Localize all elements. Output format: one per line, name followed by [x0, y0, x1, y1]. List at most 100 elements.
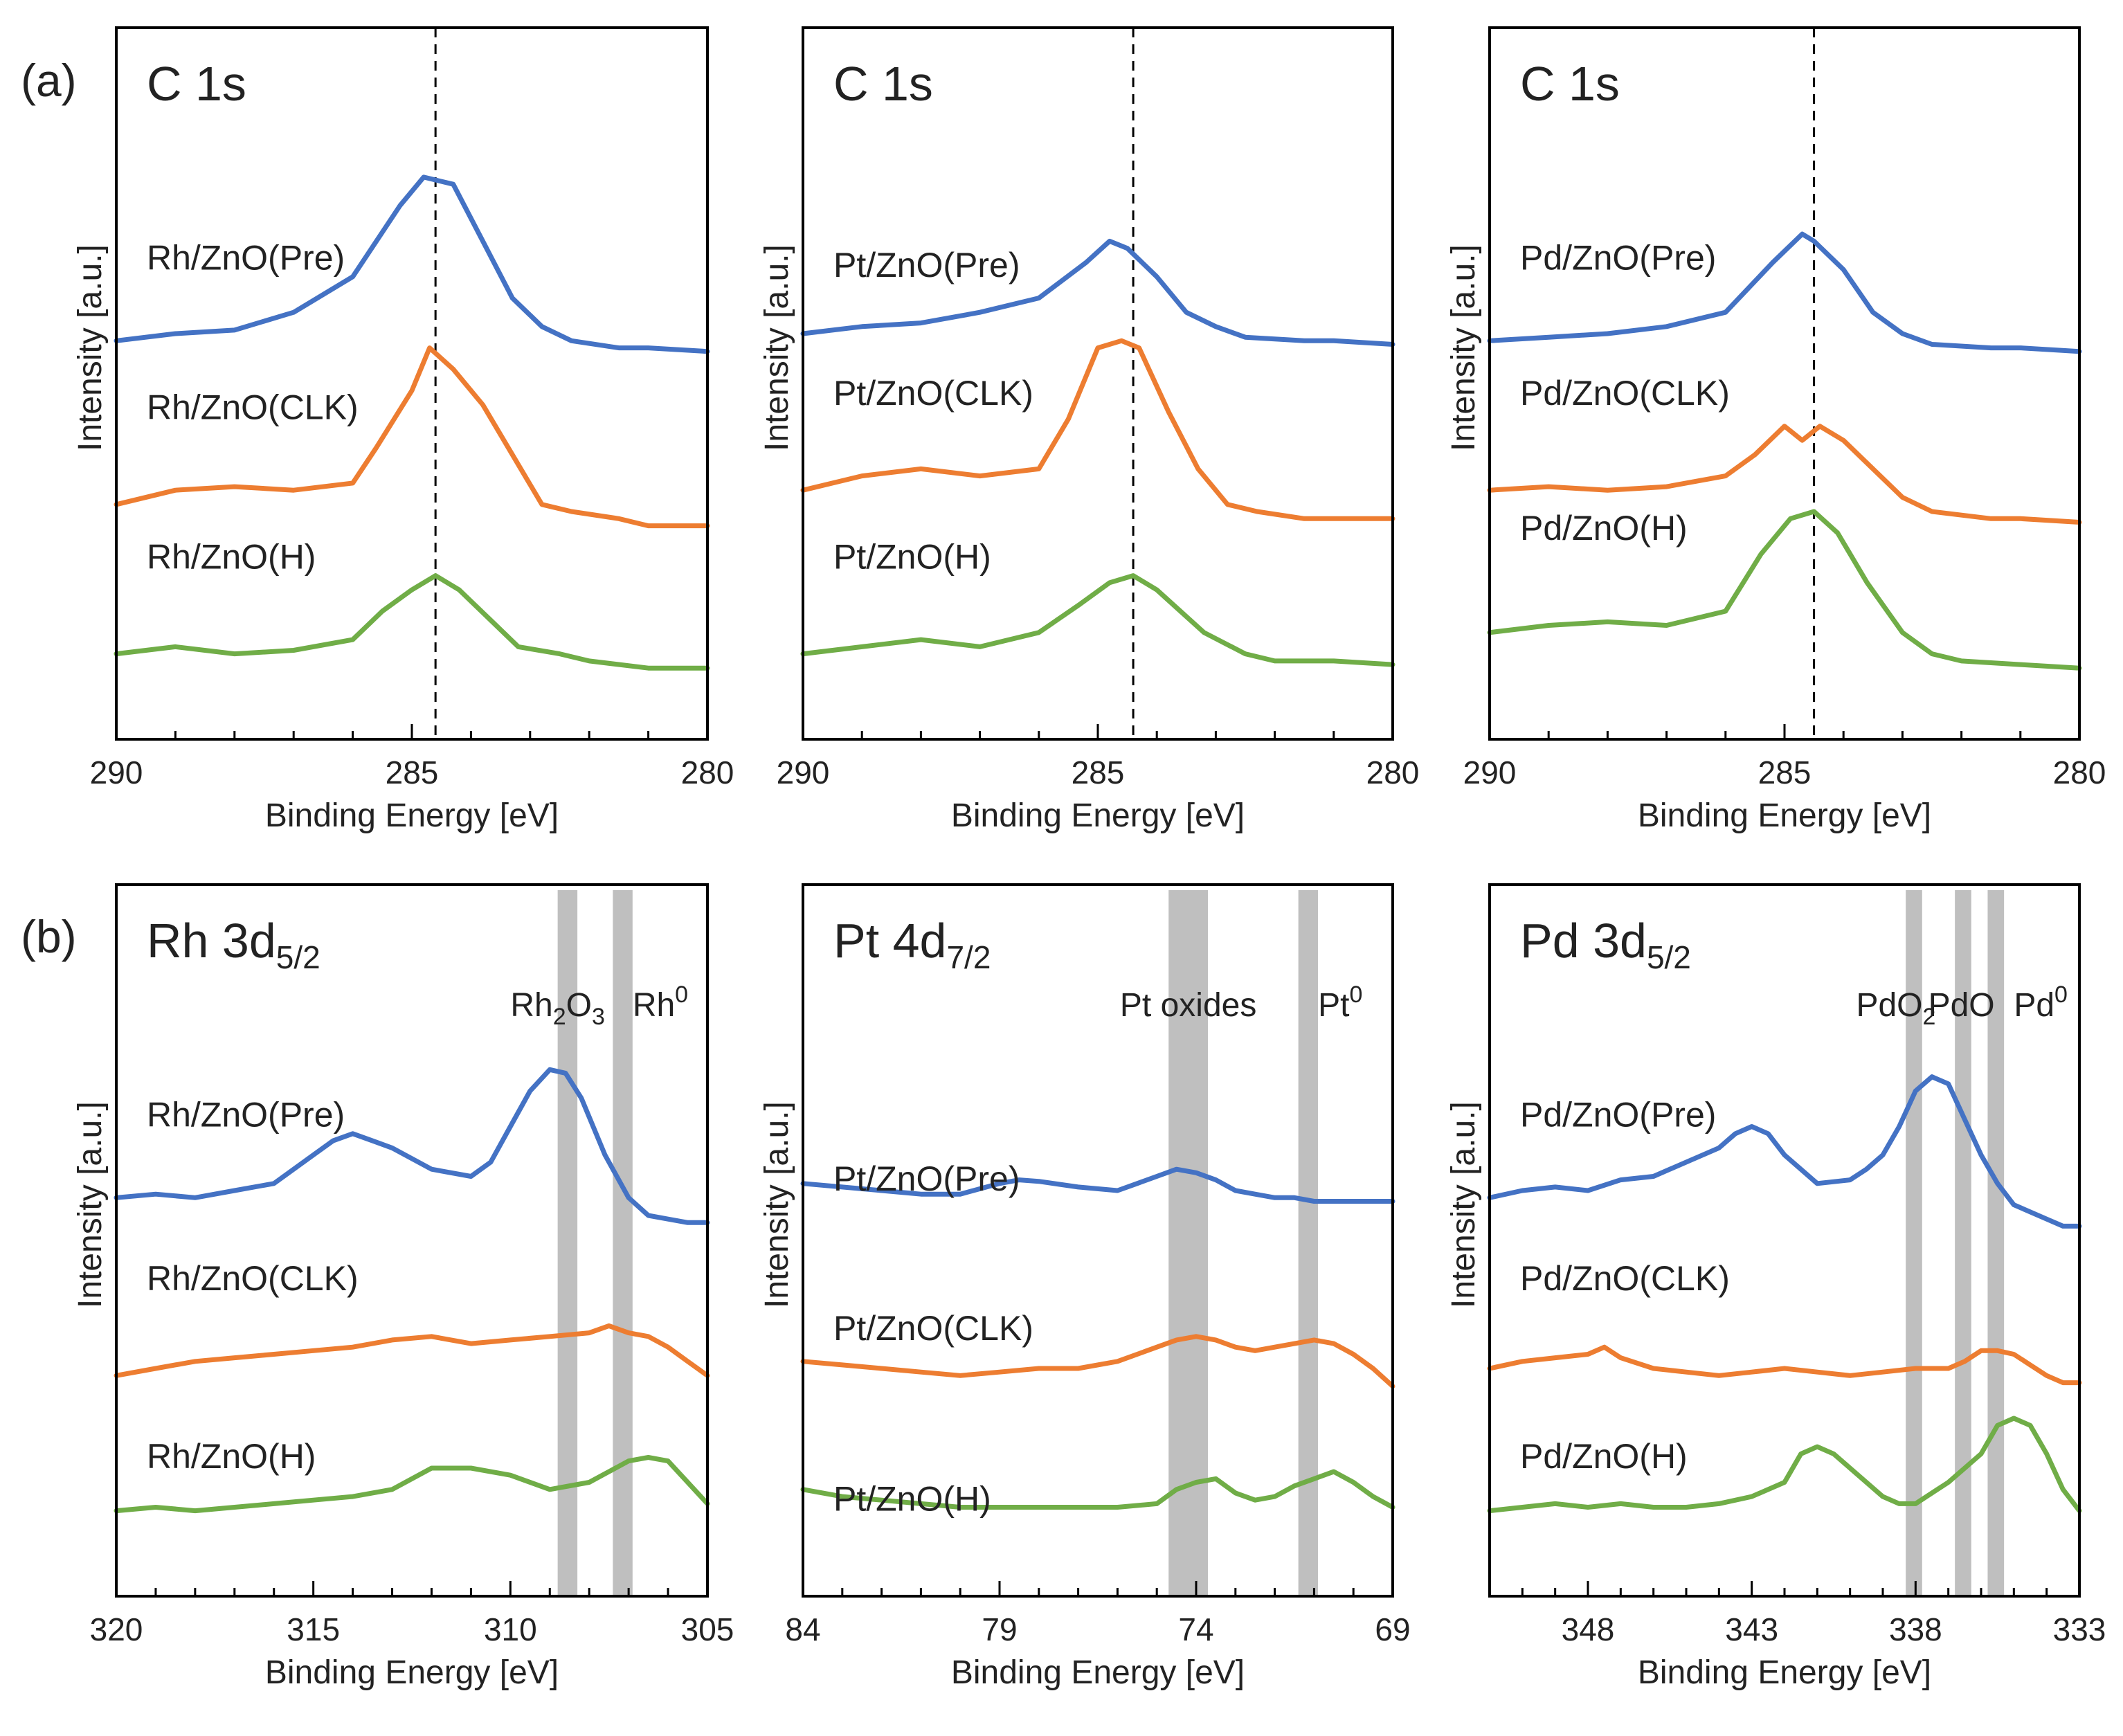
- series-line-pre: [1487, 1074, 2082, 1229]
- y-axis-label: Intensity [a.u.]: [72, 1101, 109, 1308]
- series-line-clk: [1487, 1344, 2082, 1386]
- x-tick-label: 285: [386, 754, 439, 790]
- x-tick-label: 333: [2053, 1611, 2106, 1647]
- panel-1: Rh/ZnO(Pre) Rh/ZnO(CLK) Rh/ZnO(H) 290 285 280…: [72, 26, 734, 834]
- panel-2: Pt/ZnO(Pre) Pt/ZnO(CLK) Pt/ZnO(H) 290 285 280…: [759, 26, 1420, 834]
- series-line-pre: [114, 1067, 710, 1225]
- x-axis-label: Binding Energy [eV]: [951, 797, 1245, 834]
- panel-title: C 1s: [833, 57, 933, 111]
- x-axis-label: Binding Energy [eV]: [265, 1654, 559, 1691]
- series-label-clk: Pt/ZnO(CLK): [833, 374, 1033, 413]
- x-tick-label: 310: [484, 1611, 537, 1647]
- plot-frame: [115, 26, 709, 741]
- series-label-pre: Rh/ZnO(Pre): [147, 239, 345, 278]
- x-tick-label: 285: [1758, 754, 1812, 790]
- x-axis-label: Binding Energy [eV]: [1638, 797, 1931, 834]
- series-label-h: Rh/ZnO(H): [147, 1437, 316, 1476]
- band-2: [1298, 890, 1319, 1596]
- x-tick-label: 290: [90, 754, 143, 790]
- y-axis-label: Intensity [a.u.]: [1445, 1101, 1482, 1308]
- series-line-h: [800, 573, 1395, 667]
- x-tick-label: 280: [1366, 754, 1420, 790]
- panel-4: Rh/ZnO(Pre) Rh/ZnO(CLK) Rh/ZnO(H) 320 315 310…: [72, 883, 734, 1691]
- series-line-clk: [114, 345, 710, 529]
- x-tick-label: 84: [785, 1611, 820, 1647]
- x-tick-label: 74: [1178, 1611, 1213, 1647]
- series-label-pre: Pd/ZnO(Pre): [1520, 239, 1716, 278]
- series-label-pre: Pt/ZnO(Pre): [833, 246, 1020, 284]
- series-label-pre: Rh/ZnO(Pre): [147, 1096, 345, 1134]
- panel-title: Pd 3d5/2: [1520, 914, 1691, 975]
- x-tick-label: 79: [982, 1611, 1017, 1647]
- plot-frame: [115, 883, 709, 1598]
- series-label-clk: Pd/ZnO(CLK): [1520, 374, 1730, 413]
- series-label-h: Rh/ZnO(H): [147, 537, 316, 576]
- panel-5: Pt/ZnO(Pre) Pt/ZnO(CLK) Pt/ZnO(H) 84 79 74 69 B…: [759, 883, 1411, 1691]
- x-tick-label: 285: [1072, 754, 1125, 790]
- band-3: [1987, 890, 2005, 1596]
- band-2: [1955, 890, 1971, 1596]
- panel-3: Pd/ZnO(Pre) Pd/ZnO(CLK) Pd/ZnO(H) 290 285 280…: [1445, 26, 2106, 834]
- band-label: PdO: [1928, 987, 1995, 1024]
- series-label-pre: Pt/ZnO(Pre): [833, 1159, 1020, 1198]
- x-tick-label: 320: [90, 1611, 143, 1647]
- series-line-h: [114, 1455, 710, 1514]
- x-tick-label: 348: [1562, 1611, 1615, 1647]
- band-label: Pt oxides: [1120, 987, 1256, 1024]
- series-line-pre: [800, 238, 1395, 347]
- series-line-h: [1487, 1416, 2082, 1514]
- band-1: [557, 890, 578, 1596]
- panel-6: Pd/ZnO(Pre) Pd/ZnO(CLK) Pd/ZnO(H) 348 343 338…: [1445, 883, 2106, 1691]
- band-label: Rh0: [633, 982, 688, 1024]
- series-line-h: [800, 1469, 1395, 1510]
- series-line-pre: [1487, 231, 2082, 354]
- x-tick-label: 343: [1725, 1611, 1778, 1647]
- series-label-clk: Rh/ZnO(CLK): [147, 388, 359, 426]
- series-label-h: Pt/ZnO(H): [833, 537, 991, 576]
- series-label-clk: Rh/ZnO(CLK): [147, 1259, 359, 1298]
- series-line-pre: [800, 1166, 1395, 1204]
- row-label-a: (a): [21, 55, 77, 106]
- band-label: Pt0: [1318, 982, 1362, 1024]
- x-tick-label: 69: [1375, 1611, 1410, 1647]
- band-1: [1906, 890, 1922, 1596]
- x-tick-label: 290: [1463, 754, 1517, 790]
- y-axis-label: Intensity [a.u.]: [759, 1101, 795, 1308]
- series-line-clk: [800, 338, 1395, 521]
- panel-title: C 1s: [147, 57, 246, 111]
- series-label-h: Pd/ZnO(H): [1520, 1437, 1688, 1476]
- band-label: Pd0: [2014, 982, 2068, 1024]
- x-tick-label: 280: [2053, 754, 2106, 790]
- series-line-h: [1487, 509, 2082, 671]
- series-label-clk: Pt/ZnO(CLK): [833, 1309, 1033, 1348]
- band-2: [613, 890, 633, 1596]
- x-axis-label: Binding Energy [eV]: [951, 1654, 1245, 1691]
- band-label: Rh2O3: [510, 987, 605, 1030]
- series-label-h: Pt/ZnO(H): [833, 1480, 991, 1519]
- band-label: PdO2: [1856, 987, 1935, 1030]
- series-label-clk: Pd/ZnO(CLK): [1520, 1259, 1730, 1298]
- series-line-clk: [800, 1334, 1395, 1389]
- series-label-h: Pd/ZnO(H): [1520, 509, 1688, 548]
- row-label-b: (b): [21, 911, 77, 962]
- y-axis-label: Intensity [a.u.]: [72, 244, 109, 451]
- panel-title: Rh 3d5/2: [147, 914, 320, 975]
- x-tick-label: 305: [681, 1611, 734, 1647]
- panel-title: C 1s: [1520, 57, 1620, 111]
- x-tick-label: 338: [1889, 1611, 1942, 1647]
- x-tick-label: 290: [777, 754, 830, 790]
- series-line-h: [114, 573, 710, 671]
- y-axis-label: Intensity [a.u.]: [1445, 244, 1482, 451]
- series-line-clk: [1487, 424, 2082, 525]
- x-tick-label: 280: [681, 754, 734, 790]
- panel-title: Pt 4d7/2: [833, 914, 991, 975]
- y-axis-label: Intensity [a.u.]: [759, 244, 795, 451]
- x-axis-label: Binding Energy [eV]: [1638, 1654, 1931, 1691]
- x-axis-label: Binding Energy [eV]: [265, 797, 559, 834]
- band-1: [1168, 890, 1209, 1596]
- series-line-pre: [114, 174, 710, 354]
- plot-frame: [802, 883, 1394, 1598]
- series-label-pre: Pd/ZnO(Pre): [1520, 1096, 1716, 1134]
- x-tick-label: 315: [287, 1611, 340, 1647]
